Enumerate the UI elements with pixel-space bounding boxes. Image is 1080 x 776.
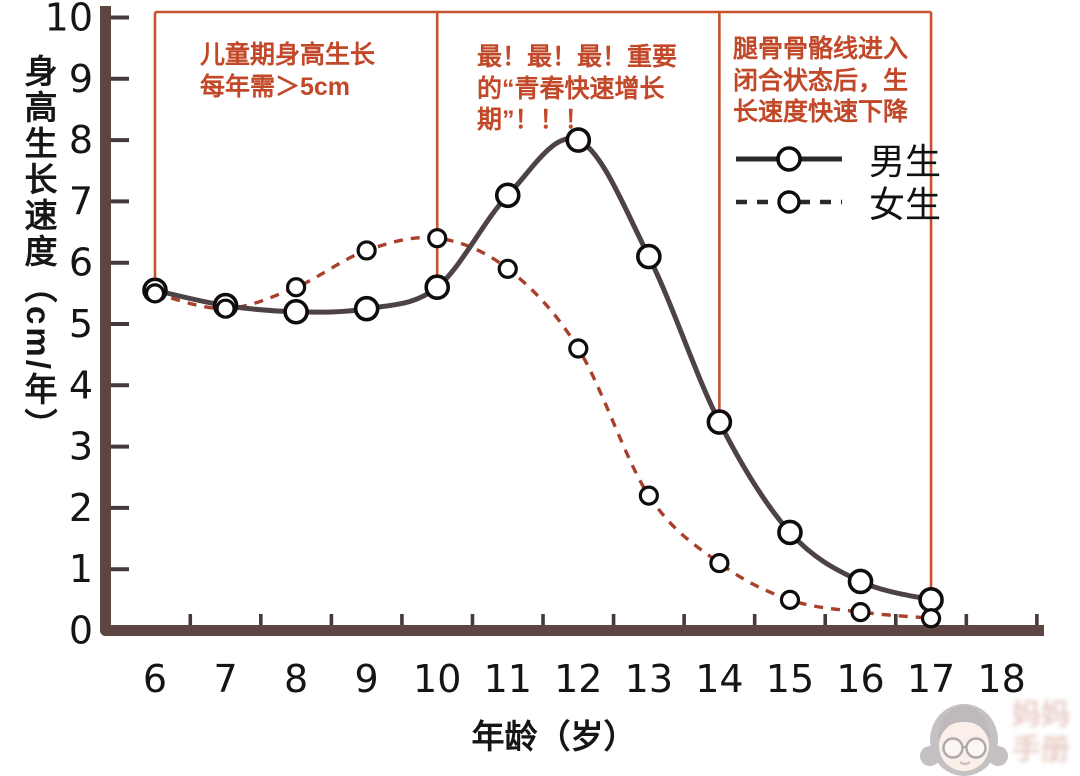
legend: 男生 女生 [733,137,941,225]
legend-label-girls: 女生 [869,183,942,225]
girl-avatar-icon [920,704,1008,776]
watermark-text: 妈妈 手册 [1012,699,1071,766]
svg-text:8: 8 [284,657,308,701]
svg-text:9: 9 [69,57,93,101]
solid-line-circle-marker-icon [736,145,842,172]
dashed-line-circle-marker-icon [736,189,842,214]
annotation-puberty-spurt: 最！最！最！重要 的“青春快速增长 期”！！！ [477,43,678,134]
watermark: 妈妈 手册 [918,690,1080,776]
axis-lines [100,6,1044,636]
x-axis-ticks: 6 7 8 9 10 11 12 13 14 15 16 17 18 [143,614,1039,701]
svg-text:6: 6 [69,241,93,285]
annotation-growth-plate-closure: 腿骨骨骼线进入 闭合状态后，生 长速度快速下降 [733,35,909,126]
svg-text:17: 17 [907,657,955,701]
annotation-childhood-growth: 儿童期身高生长 每年需＞5cm [200,41,376,101]
red-guide-lines [153,10,933,613]
svg-text:3: 3 [69,425,93,469]
girls-line [154,235,932,620]
svg-text:7: 7 [69,179,93,223]
svg-text:2: 2 [69,486,93,530]
y-axis-title: 身高生长速度（cm/年） [20,54,57,444]
legend-item-boys: 男生 [733,137,941,182]
svg-text:10: 10 [45,0,93,40]
svg-text:6: 6 [143,657,167,701]
svg-text:9: 9 [355,657,379,701]
svg-text:5: 5 [69,302,93,346]
girls-markers [144,228,942,629]
svg-text:1: 1 [69,547,93,591]
svg-text:12: 12 [554,657,602,701]
svg-text:10: 10 [413,657,461,701]
svg-text:0: 0 [69,609,93,653]
x-axis-title: 年龄（岁） [471,718,637,755]
svg-text:7: 7 [213,657,237,701]
svg-text:8: 8 [69,118,93,162]
svg-text:15: 15 [766,657,814,701]
svg-text:14: 14 [695,657,743,701]
svg-text:11: 11 [484,657,532,701]
svg-text:13: 13 [625,657,673,701]
legend-item-girls: 女生 [733,180,941,225]
svg-text:16: 16 [836,657,884,701]
svg-text:4: 4 [69,363,93,407]
svg-text:18: 18 [977,657,1025,701]
legend-label-boys: 男生 [869,140,942,182]
